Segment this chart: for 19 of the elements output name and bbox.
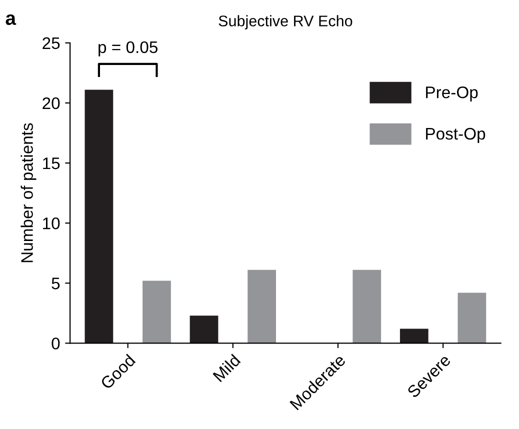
legend-label: Post-Op xyxy=(426,128,486,143)
bar xyxy=(458,292,486,344)
y-axis-title: Number of patients xyxy=(20,123,36,262)
bar xyxy=(352,270,382,344)
y-tick-label: 10 xyxy=(43,217,60,230)
y-tick-label: 15 xyxy=(43,158,60,170)
annotation: p = 0.05 xyxy=(98,41,158,56)
chart-title: Subjective RV Echo xyxy=(218,15,352,30)
y-tick-label: 20 xyxy=(42,97,60,110)
y-tick-label: 25 xyxy=(42,37,60,50)
text: a xyxy=(6,14,16,26)
bar xyxy=(84,90,114,344)
y-tick-label: 5 xyxy=(52,278,60,290)
legend-label: Pre-Op xyxy=(426,86,478,102)
bar xyxy=(400,328,428,344)
bar xyxy=(190,316,218,344)
y-tick-label: 0 xyxy=(52,338,60,350)
bar xyxy=(248,270,276,344)
bar xyxy=(142,280,171,344)
